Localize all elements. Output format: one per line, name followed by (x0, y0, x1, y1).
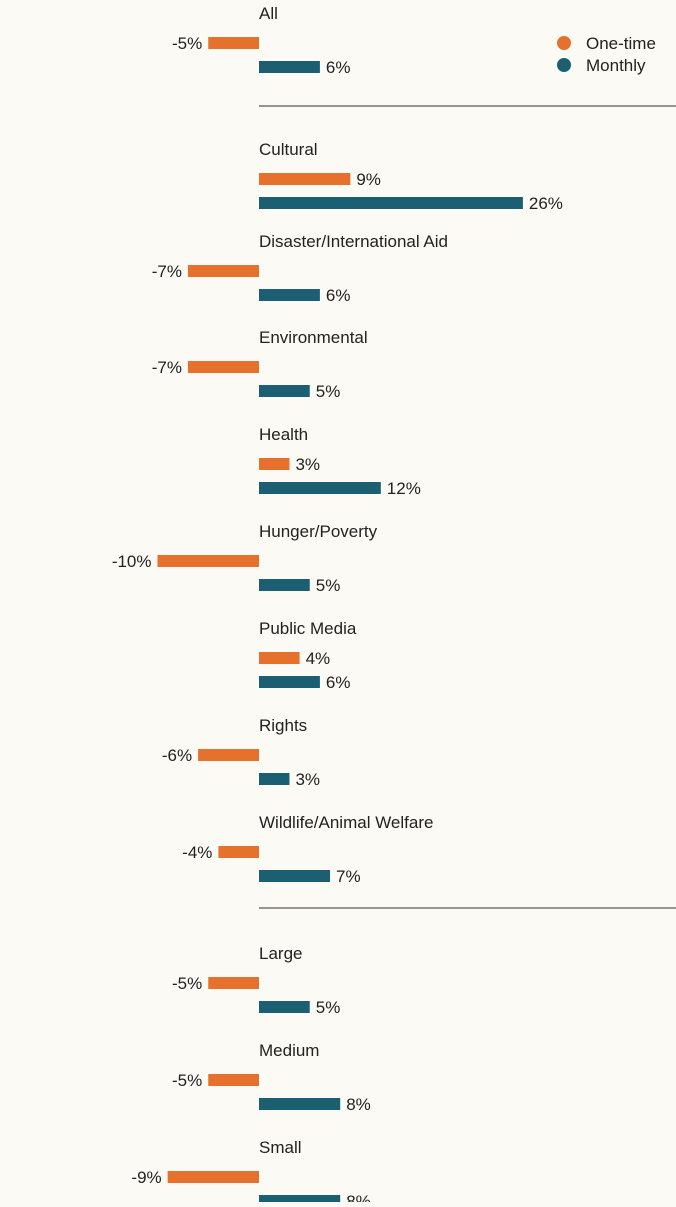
category-label: Small (259, 1138, 302, 1157)
legend-item-one-time: One-time (557, 34, 656, 53)
bar-monthly (259, 289, 320, 301)
data-label-one-time: -6% (162, 746, 192, 765)
data-label-one-time: -7% (152, 262, 182, 281)
bar-monthly (259, 676, 320, 688)
data-label-one-time: -7% (152, 358, 182, 377)
data-label-monthly: 12% (387, 479, 421, 498)
data-label-monthly: 5% (316, 382, 341, 401)
data-label-one-time: -10% (112, 552, 152, 571)
data-label-one-time: -9% (131, 1168, 161, 1187)
category-group-cultural: Cultural 9% 26% (259, 140, 563, 213)
legend-label: One-time (586, 34, 656, 53)
data-label-one-time: 9% (356, 170, 381, 189)
category-label: Cultural (259, 140, 318, 159)
bar-monthly (259, 482, 381, 494)
data-label-one-time: 4% (306, 649, 331, 668)
bar-one-time (208, 1074, 259, 1086)
bar-monthly (259, 197, 523, 209)
data-label-monthly: 8% (346, 1095, 371, 1114)
bar-monthly (259, 870, 331, 882)
category-label: Health (259, 425, 308, 444)
bar-monthly (259, 385, 310, 397)
data-label-monthly: 6% (326, 58, 351, 77)
bar-monthly (259, 1195, 341, 1207)
data-label-monthly: 6% (326, 673, 351, 692)
data-label-monthly: 3% (295, 770, 320, 789)
bar-one-time (187, 361, 259, 373)
category-group-wildlife-animal-welfare: Wildlife/Animal Welfare -4% 7% (182, 813, 433, 886)
bar-one-time (218, 846, 259, 858)
data-label-one-time: -5% (172, 34, 202, 53)
bar-one-time (157, 555, 259, 567)
data-label-monthly: 8% (346, 1192, 371, 1202)
bar-monthly (259, 773, 290, 785)
category-group-health: Health 3% 12% (259, 425, 421, 498)
category-group-small: Small -9% 8% (131, 1138, 371, 1207)
category-group-disaster-international-aid: Disaster/International Aid -7% 6% (152, 232, 448, 305)
category-label: Disaster/International Aid (259, 232, 448, 251)
legend: One-time Monthly (557, 34, 656, 75)
bar-monthly (259, 1098, 341, 1110)
data-label-monthly: 26% (529, 194, 563, 213)
bar-monthly (259, 1001, 310, 1013)
category-label: Rights (259, 716, 307, 735)
data-label-monthly: 5% (316, 576, 341, 595)
category-group-large: Large -5% 5% (172, 944, 340, 1017)
data-label-monthly: 6% (326, 286, 351, 305)
data-label-monthly: 5% (316, 998, 341, 1017)
bar-one-time (259, 173, 351, 185)
bar-monthly (259, 579, 310, 591)
data-label-one-time: -5% (172, 1071, 202, 1090)
data-label-one-time: 3% (295, 455, 320, 474)
legend-swatch-icon (557, 36, 571, 50)
category-label: All (259, 4, 278, 23)
category-label: Medium (259, 1041, 319, 1060)
category-group-hunger-poverty: Hunger/Poverty -10% 5% (112, 522, 378, 595)
category-label: Environmental (259, 328, 368, 347)
bar-one-time (259, 652, 300, 664)
bar-one-time (208, 37, 259, 49)
data-label-one-time: -5% (172, 974, 202, 993)
data-label-one-time: -4% (182, 843, 212, 862)
category-label: Large (259, 944, 302, 963)
legend-item-monthly: Monthly (557, 56, 646, 75)
bar-one-time (187, 265, 259, 277)
legend-swatch-icon (557, 58, 571, 72)
category-group-all: All -5% 6% (172, 4, 350, 77)
category-group-medium: Medium -5% 8% (172, 1041, 371, 1114)
category-label: Public Media (259, 619, 357, 638)
bar-one-time (167, 1171, 259, 1183)
category-label: Wildlife/Animal Welfare (259, 813, 433, 832)
bar-monthly (259, 61, 320, 73)
bar-one-time (259, 458, 290, 470)
category-group-public-media: Public Media 4% 6% (259, 619, 357, 692)
bar-one-time (208, 977, 259, 989)
category-label: Hunger/Poverty (259, 522, 378, 541)
legend-label: Monthly (586, 56, 646, 75)
data-label-monthly: 7% (336, 867, 361, 886)
category-group-rights: Rights -6% 3% (162, 716, 320, 789)
bar-one-time (198, 749, 259, 761)
category-group-environmental: Environmental -7% 5% (152, 328, 368, 401)
